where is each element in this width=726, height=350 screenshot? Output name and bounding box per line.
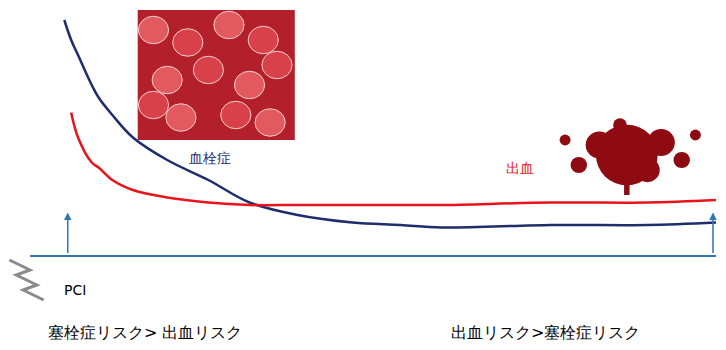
svg-text:出血リスク>塞栓症リスク: 出血リスク>塞栓症リスク <box>451 323 640 342</box>
svg-text:血栓症: 血栓症 <box>189 150 231 166</box>
svg-text:塞栓症リスク> 出血リスク: 塞栓症リスク> 出血リスク <box>48 323 243 342</box>
svg-text:出血: 出血 <box>506 160 534 176</box>
svg-text:PCI: PCI <box>64 282 86 298</box>
